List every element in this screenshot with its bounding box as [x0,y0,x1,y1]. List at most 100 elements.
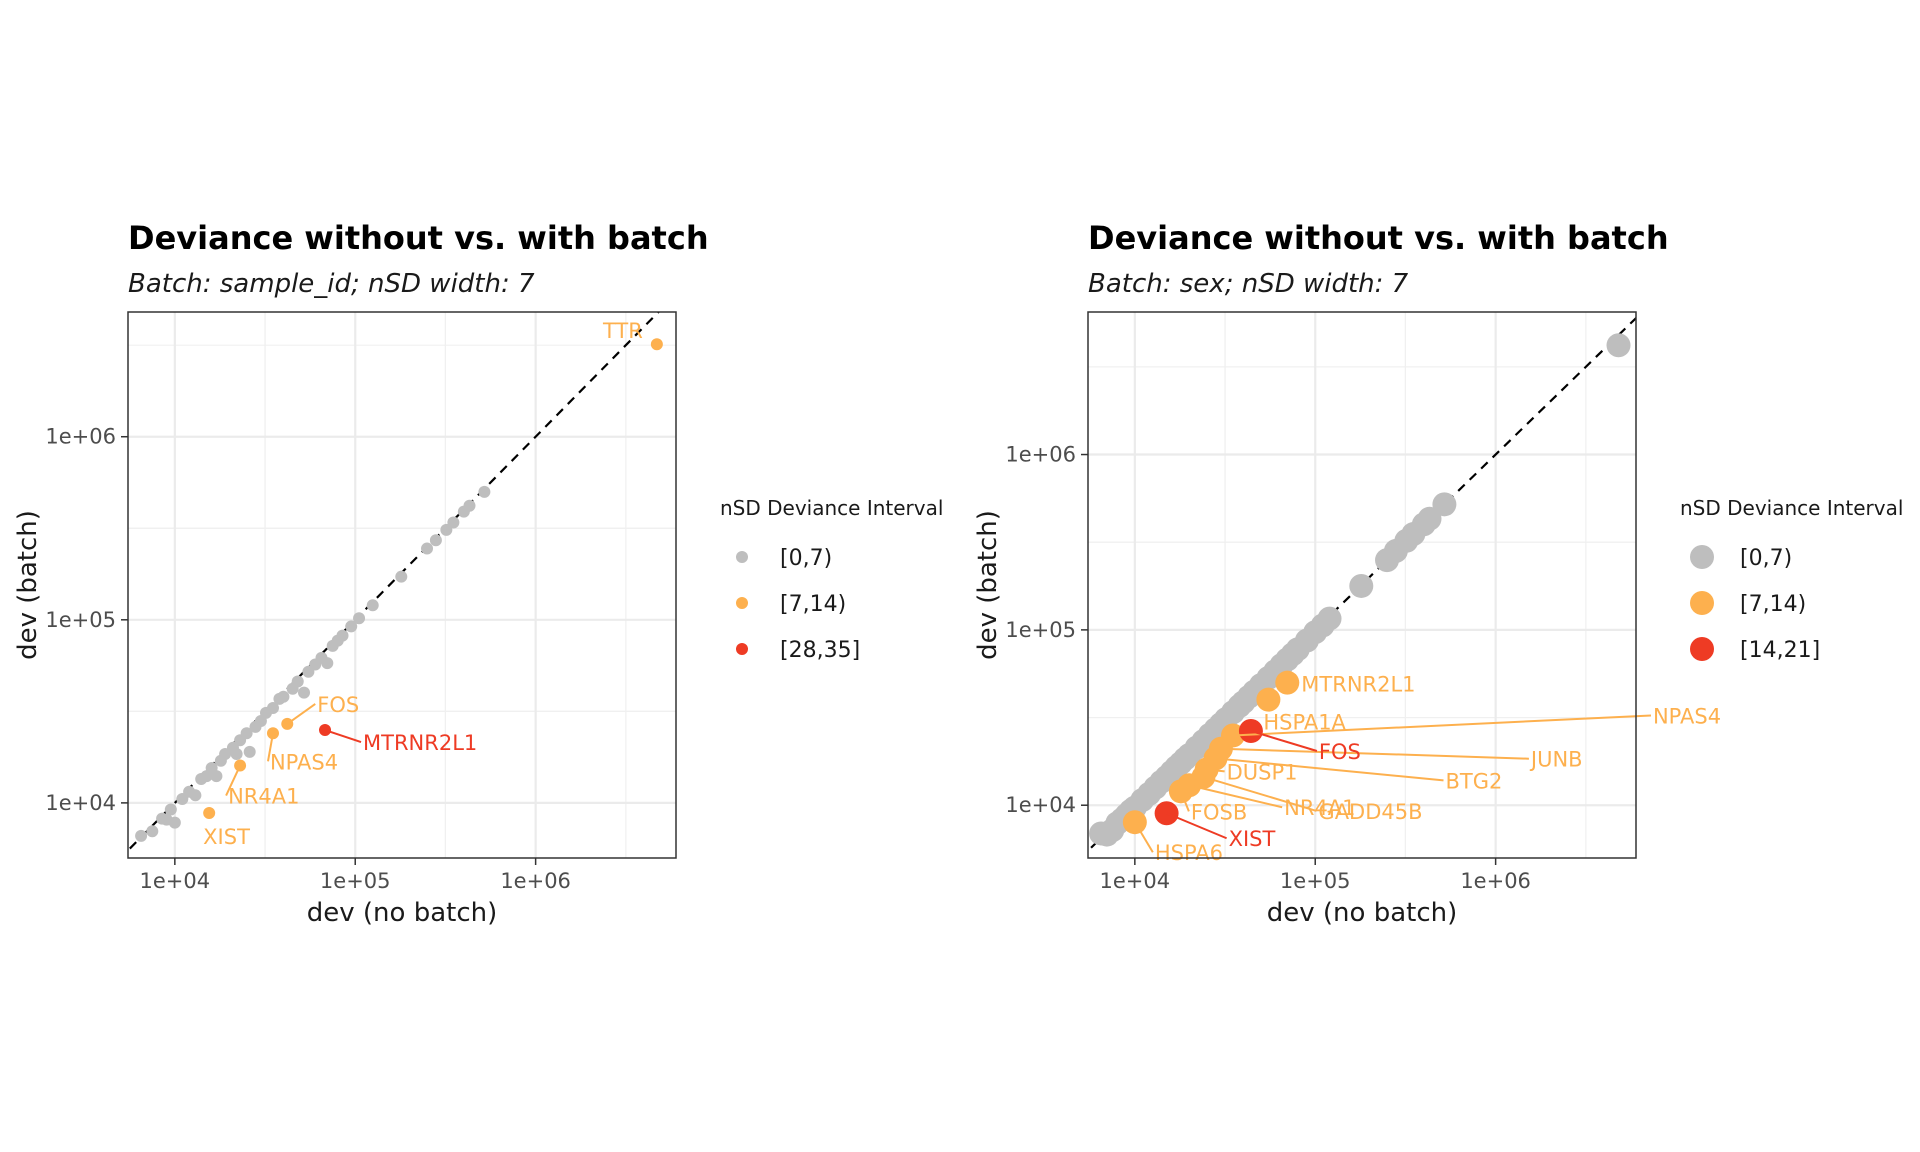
data-point [203,807,216,820]
legend-label: [0,7) [1740,546,1792,571]
label-leader-line [1166,812,1227,840]
panel-title: Deviance without vs. with batch [128,219,709,257]
panel-border [127,311,677,859]
data-point [421,542,434,555]
data-point [1432,492,1457,517]
data-point [336,629,349,642]
x-tick-label: 1e+05 [1280,869,1351,893]
y-tick-label: 1e+04 [45,791,116,815]
major-gridlines [128,312,676,858]
label-leader-line [266,733,274,762]
legend-key [1690,591,1714,615]
label-leader-line [286,703,316,725]
plot-area: 1e+04 1e+05 1e+06 1e+04 1e+05 1e+06 TTR FOS NPAS… [45,311,677,893]
panel-sex: Deviance without vs. with batch Batch: s… [973,219,1903,928]
data-point [1606,333,1631,358]
data-point [243,745,256,758]
legend-title: nSD Deviance Interval [720,496,943,520]
major-gridlines [1088,312,1636,858]
point-label-hspa6: HSPA6 [1155,841,1223,865]
point-label-fosb: FOSB [1191,800,1247,824]
x-tick-label: 1e+06 [500,869,571,893]
data-point [298,686,311,699]
label-leader-line [1232,714,1652,737]
legend-key [736,551,748,563]
data-point [447,516,460,529]
minor-gridlines [1088,312,1636,858]
legend-label: [28,35] [780,638,860,663]
label-leader-line [1206,768,1225,773]
label-leader-line [1188,784,1283,809]
minor-gridlines [128,312,676,858]
series-[0,7) [135,485,491,842]
data-point [321,657,334,670]
data-point [1417,506,1442,531]
legend-label: [14,21] [1740,638,1820,663]
y-axis-title: dev (batch) [973,510,1003,660]
legend-label: [7,14) [1740,592,1806,617]
legend-key [736,597,748,609]
y-axis-title: dev (batch) [13,510,43,660]
point-label-fos: FOS [1319,740,1361,764]
label-leader-line [1250,730,1318,752]
y-tick-label: 1e+06 [1005,443,1076,467]
x-tick-label: 1e+06 [1460,869,1531,893]
data-layer [128,312,663,852]
series-[0,7) [1089,333,1631,847]
data-point [146,825,159,838]
panel-sample-id: Deviance without vs. with batch Batch: s… [13,219,943,928]
data-point [429,534,442,547]
plot-area: 1e+04 1e+05 1e+06 1e+04 1e+05 1e+06 MTRNR2L1 HS… [1005,311,1721,893]
label-leader-line [1179,790,1190,812]
data-point [240,727,253,740]
panel-border [1087,311,1637,859]
point-label-mtrnr2l1: MTRNR2L1 [363,731,477,755]
data-point [650,338,663,351]
point-label-nr4a1: NR4A1 [1284,796,1355,820]
data-point [291,675,304,688]
panel-subtitle: Batch: sample_id; nSD width: 7 [128,269,535,299]
legend-key [736,643,748,655]
label-leader-line [1133,821,1154,853]
legend: nSD Deviance Interval [0,7) [7,14) [14,21] [1680,496,1903,663]
point-label-junb: JUNB [1529,748,1583,772]
x-axis-title: dev (no batch) [307,898,498,928]
point-labels: TTR FOS NPAS4 NR4A1 XIST MTRNR2L1 [203,319,643,849]
point-label-mtrnr2l1: MTRNR2L1 [1301,673,1415,697]
label-leader-line [324,729,362,743]
y-tick-label: 1e+06 [45,425,116,449]
y-tick-label: 1e+05 [45,608,116,632]
data-point [230,747,243,760]
point-label-btg2: BTG2 [1446,769,1503,793]
data-point [266,701,279,714]
legend-label: [7,14) [780,592,846,617]
data-point [463,499,476,512]
data-point [277,690,290,703]
data-point [135,829,148,842]
data-point [345,620,358,633]
label-leader-line [1203,775,1317,812]
point-label-fos: FOS [317,693,359,717]
legend-key [1690,637,1714,661]
point-label-dusp1: DUSP1 [1227,760,1298,784]
data-point [353,612,366,625]
x-axis-title: dev (no batch) [1267,898,1458,928]
y-tick-label: 1e+04 [1005,793,1076,817]
data-point [1256,687,1281,712]
point-label-gadd45b: GADD45B [1318,800,1422,824]
x-tick-label: 1e+05 [320,869,391,893]
legend: nSD Deviance Interval [0,7) [7,14) [28,35] [720,496,943,663]
x-tick-label: 1e+04 [1100,869,1171,893]
legend-keys: [0,7) [7,14) [28,35] [736,546,860,663]
data-point [189,789,202,802]
y-tick-label: 1e+05 [1005,618,1076,642]
label-leader-line [225,765,241,796]
data-point [478,485,491,498]
panel-subtitle: Batch: sex; nSD width: 7 [1088,269,1409,299]
legend-title: nSD Deviance Interval [1680,496,1903,520]
panel-background [128,312,676,858]
data-point [1317,606,1342,631]
data-point [210,770,223,783]
